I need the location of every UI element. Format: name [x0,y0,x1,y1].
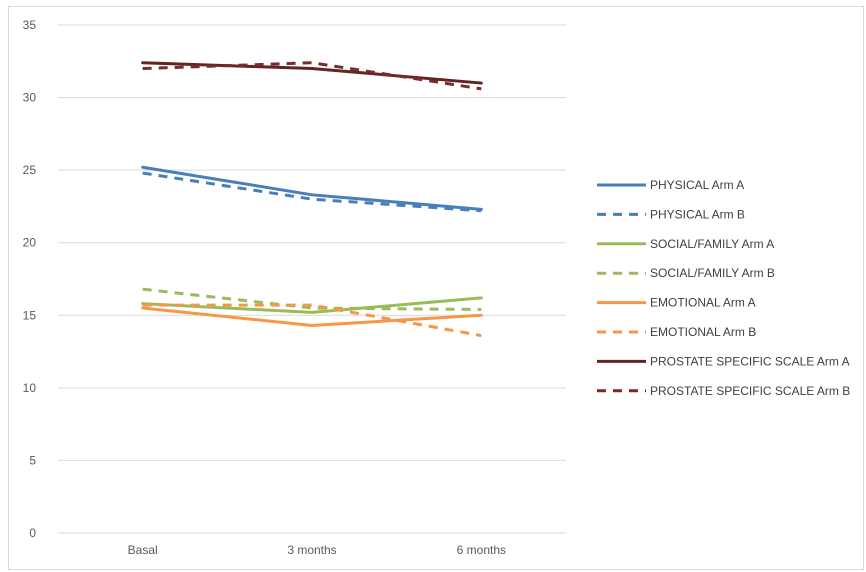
y-tick-label: 10 [23,381,37,395]
x-tick-label: 6 months [457,543,506,557]
series-line [142,61,482,91]
x-tick-label: 3 months [287,543,336,557]
legend-label: PROSTATE SPECIFIC SCALE Arm A [650,354,850,368]
series-line [142,287,482,311]
legend-label: SOCIAL/FAMILY Arm B [650,266,775,280]
series-line [141,306,483,327]
legend-label: EMOTIONAL Arm B [650,325,756,339]
legend-label: EMOTIONAL Arm A [650,296,756,310]
gridlines [58,24,566,534]
legend-label: PHYSICAL Arm B [650,207,745,221]
y-tick-label: 0 [29,526,36,540]
y-tick-label: 30 [23,91,37,105]
series-line [141,61,483,85]
chart-frame [8,6,864,570]
legend-label: PHYSICAL Arm A [650,178,744,192]
series-lines [141,61,483,338]
legend: PHYSICAL Arm A PHYSICAL Arm B SOCIAL/FAMIL… [597,178,850,398]
legend-label: SOCIAL/FAMILY Arm A [650,237,774,251]
y-tick-label: 15 [23,308,37,322]
y-tick-label: 20 [23,236,37,250]
x-tick-label: Basal [128,543,158,557]
series-line [141,165,483,211]
y-tick-label: 25 [23,163,37,177]
y-axis-ticks: 0 5 10 15 20 25 30 35 [23,18,37,540]
x-axis-ticks: Basal 3 months 6 months [128,543,506,557]
legend-label: PROSTATE SPECIFIC SCALE Arm B [650,384,850,398]
y-tick-label: 35 [23,18,37,32]
series-line [142,303,482,338]
y-tick-label: 5 [29,453,36,467]
